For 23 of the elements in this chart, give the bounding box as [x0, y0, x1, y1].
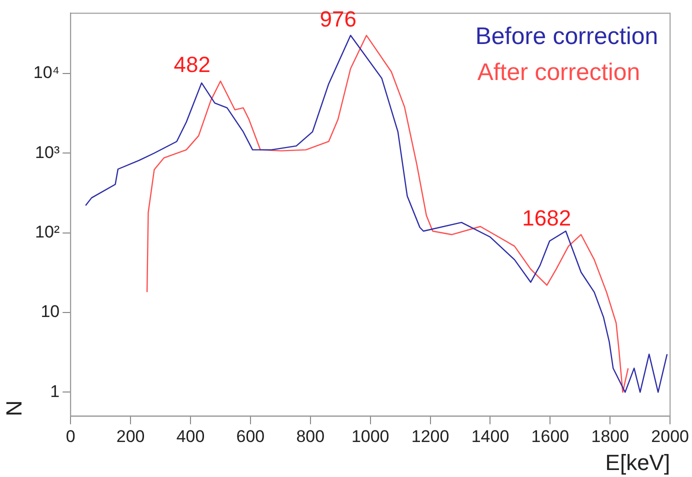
y-tick-label: 10: [40, 302, 60, 322]
x-tick-label: 1600: [531, 427, 570, 446]
text: After correction: [477, 58, 640, 86]
y-tick-label: 1: [50, 382, 60, 401]
x-tick-label: 200: [116, 427, 145, 446]
y-tick-label: 10⁴: [33, 63, 60, 82]
x-tick-label: 2000: [651, 427, 690, 446]
x-tick-label: 400: [176, 427, 205, 446]
y-axis-title: N: [1, 400, 26, 416]
x-tick-label: 800: [296, 427, 325, 446]
text: Before correction: [475, 22, 658, 50]
annotation: 976: [320, 6, 356, 32]
annotation: 1682: [522, 206, 572, 231]
x-axis-title: E[keV]: [605, 450, 670, 475]
x-tick-label: 0: [66, 427, 76, 446]
y-tick-label: 10³: [35, 142, 60, 162]
annotation: 482: [174, 52, 210, 78]
y-tick-label: 10²: [35, 222, 60, 242]
x-tick-label: 1000: [351, 427, 390, 446]
x-tick-label: 1400: [471, 427, 510, 446]
x-tick-label: 1200: [411, 427, 450, 446]
x-tick-label: 600: [236, 427, 265, 446]
x-tick-label: 1800: [591, 427, 630, 446]
